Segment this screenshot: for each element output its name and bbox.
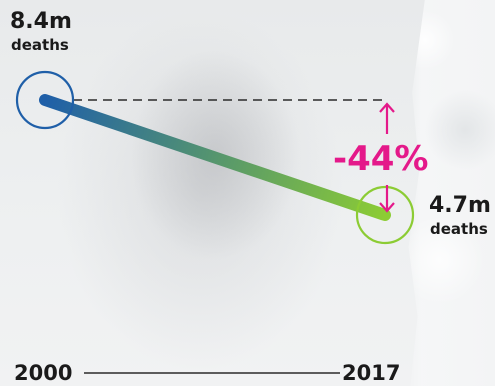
end-value-label: 4.7m <box>429 193 491 218</box>
up-arrow <box>379 102 395 134</box>
change-arrows <box>379 102 395 213</box>
change-percent-label: -44% <box>333 139 429 179</box>
down-arrow <box>379 185 395 213</box>
x-tick-label-2000: 2000 <box>14 361 72 385</box>
start-point-ring <box>15 70 75 130</box>
start-unit-label: deaths <box>11 36 69 54</box>
end-point-ring <box>355 185 415 245</box>
start-value-label: 8.4m <box>10 9 72 34</box>
background-rock-texture <box>408 0 495 386</box>
series-line <box>39 94 391 221</box>
end-unit-label: deaths <box>430 220 488 238</box>
x-tick-label-2017: 2017 <box>342 361 400 385</box>
